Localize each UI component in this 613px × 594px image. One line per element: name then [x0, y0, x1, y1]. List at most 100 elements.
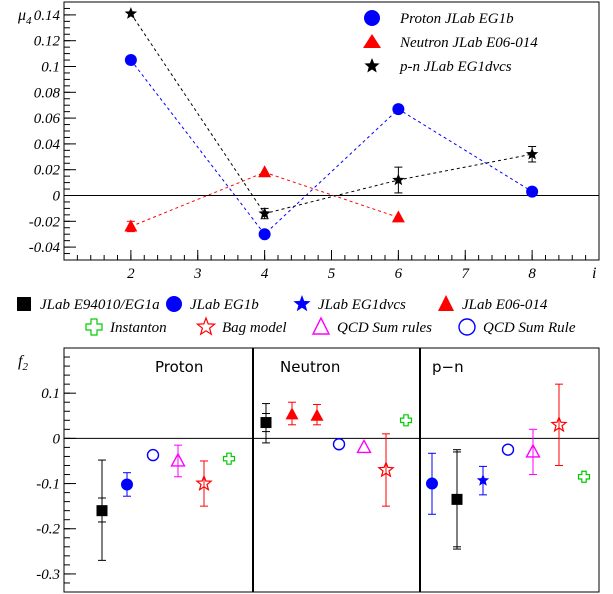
legend-entry: Instanton — [85, 318, 167, 336]
series-neutron-jlab-e06-014 — [124, 165, 405, 233]
data-point — [310, 408, 324, 421]
legend-label: p-n JLab EG1dvcs — [399, 59, 512, 75]
panel-label-neutron: Neutron — [280, 358, 340, 376]
legend-entry: QCD Sum Rule — [458, 318, 576, 336]
series-jlab-eg1b — [121, 452, 438, 515]
y-tick-label: 0.06 — [34, 111, 61, 127]
legend-entry: Neutron JLab E06-014 — [363, 34, 538, 51]
data-point — [550, 415, 568, 433]
data-point — [526, 185, 539, 198]
x-tick-label: 4 — [261, 266, 269, 282]
bottom-y-axis-label: f2 — [18, 353, 28, 373]
legend-label: Instanton — [109, 320, 167, 336]
legend-marker — [364, 10, 380, 26]
data-point — [476, 473, 490, 486]
y-tick-label: -0.3 — [36, 567, 60, 583]
series-jlab-eg1dvcs — [476, 465, 490, 496]
legend-marker — [458, 318, 476, 336]
y-tick-label: -0.2 — [36, 522, 60, 538]
legend-label: QCD Sum Rule — [483, 320, 576, 336]
data-point — [258, 228, 271, 241]
y-tick-label: -0.04 — [29, 240, 61, 256]
data-point — [391, 210, 405, 223]
data-point — [260, 417, 272, 429]
data-point — [258, 207, 271, 219]
x-tick-label: 8 — [528, 266, 536, 282]
legend-entry: JLab E06-014 — [438, 295, 548, 313]
data-point — [426, 477, 438, 490]
data-point — [501, 443, 515, 456]
x-tick-label: 6 — [395, 266, 403, 282]
y-tick-label: 0.04 — [34, 137, 61, 153]
legend-label: JLab E94010/EG1a — [40, 297, 160, 313]
data-point — [577, 470, 591, 483]
data-point — [146, 448, 160, 462]
y-tick-label: 0.02 — [34, 163, 61, 179]
data-point — [285, 407, 299, 420]
legend-marker — [364, 58, 380, 73]
legend-marker — [311, 316, 331, 335]
legend-marker — [195, 316, 217, 336]
series-bag-model — [195, 383, 568, 507]
legend-entry: JLab E94010/EG1a — [17, 297, 160, 313]
x-tick-label: 7 — [462, 266, 471, 282]
top-y-axis-label: μ4 — [17, 7, 32, 27]
legend-entry: Proton JLab EG1b — [364, 10, 514, 27]
x-tick-label: 5 — [328, 266, 336, 282]
series-qcd-sum-rules — [170, 428, 541, 478]
legend-entry: p-n JLab EG1dvcs — [364, 58, 512, 75]
legend-entry: Bag model — [195, 316, 287, 336]
data-point — [377, 460, 395, 478]
x-tick-label: 3 — [193, 266, 202, 282]
data-point — [124, 54, 137, 67]
series-instanton — [222, 414, 591, 483]
panel-label-proton: Proton — [155, 358, 203, 376]
legend-label: JLab EG1b — [190, 297, 259, 313]
top-x-axis-label: i — [592, 265, 596, 282]
legend-label: JLab E06-014 — [462, 297, 548, 313]
data-point — [96, 505, 108, 517]
data-point — [124, 219, 138, 232]
bottom-axis-ticks: -0.3 -0.2 -0.1 0 0.1 — [36, 347, 76, 593]
y-tick-label: 0.1 — [41, 60, 60, 76]
series-line — [130, 59, 533, 235]
y-tick-label: 0 — [53, 431, 61, 447]
y-tick-label: 0.08 — [34, 85, 61, 101]
data-point — [399, 414, 413, 427]
y-tick-label: 0.14 — [34, 8, 61, 24]
legend-label: QCD Sum rules — [337, 320, 432, 336]
y-tick-label: 0.1 — [41, 386, 60, 402]
legend-marker — [438, 295, 454, 311]
legend-entry: JLab EG1b — [166, 296, 259, 313]
data-point — [525, 443, 541, 458]
y-tick-label: -0.1 — [36, 477, 60, 493]
legend-label: JLab EG1dvcs — [318, 297, 406, 313]
series-line — [130, 13, 533, 215]
data-point — [451, 493, 463, 505]
bottom-legend: JLab E94010/EG1a JLab EG1b JLab EG1dvcs JLa… — [17, 295, 576, 336]
x-tick-label: 2 — [127, 266, 135, 282]
top-series — [124, 7, 539, 241]
series-proton-jlab-eg1b — [124, 54, 539, 241]
legend-entry: QCD Sum rules — [311, 316, 432, 336]
data-point — [222, 452, 236, 465]
bottom-plot-frame — [63, 347, 600, 593]
data-point — [392, 173, 405, 186]
top-axis-ticks: 2 3 4 5 6 7 8 -0.04 -0.02 0 0.02 0.04 0.06 0.08 0.1 0.1… — [29, 8, 600, 282]
panel-label-p-n: p−n — [432, 358, 464, 376]
legend-marker — [166, 296, 182, 312]
legend-marker — [17, 297, 31, 311]
legend-marker — [85, 318, 103, 336]
legend-marker — [293, 295, 311, 312]
top-chart: 2 3 4 5 6 7 8 -0.04 -0.02 0 0.02 0.04 0.06 0.08 0.1 0.1… — [17, 1, 600, 282]
y-tick-label: 0 — [53, 189, 61, 205]
data-point — [525, 147, 539, 160]
data-point — [121, 478, 133, 491]
data-point — [170, 452, 186, 467]
series-qcd-sum-rule — [146, 438, 515, 462]
legend-entry: JLab EG1dvcs — [293, 295, 406, 313]
series-jlab-e94010-eg1a — [96, 403, 463, 561]
legend-label: Proton JLab EG1b — [399, 11, 514, 27]
bottom-points — [96, 383, 591, 561]
